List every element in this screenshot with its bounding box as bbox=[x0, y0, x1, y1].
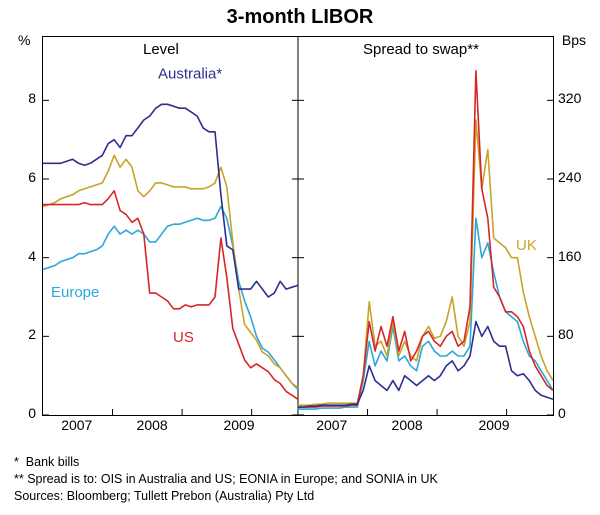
footnotes: * Bank bills ** Spread is to: OIS in Aus… bbox=[14, 454, 438, 505]
x-tick: 2009 bbox=[474, 417, 514, 433]
right-tick: 320 bbox=[558, 90, 581, 106]
left-unit: % bbox=[18, 32, 30, 48]
right-tick: 160 bbox=[558, 248, 581, 264]
right-panel-title: Spread to swap** bbox=[363, 41, 479, 58]
x-tick: 2008 bbox=[132, 417, 172, 433]
x-tick: 2009 bbox=[219, 417, 259, 433]
svg-text:Australia*: Australia* bbox=[158, 66, 222, 83]
chart-title: 3-month LIBOR bbox=[0, 0, 600, 29]
x-tick: 2008 bbox=[387, 417, 427, 433]
plot-area: Level Spread to swap** Australia* Europe U… bbox=[42, 36, 554, 416]
left-tick: 2 bbox=[28, 326, 36, 342]
footnote-2: ** Spread is to: OIS in Australia and US… bbox=[14, 471, 438, 488]
right-tick: 0 bbox=[558, 405, 566, 421]
x-tick: 2007 bbox=[57, 417, 97, 433]
left-tick: 6 bbox=[28, 169, 36, 185]
right-tick: 80 bbox=[558, 326, 574, 342]
sources: Sources: Bloomberg; Tullett Prebon (Aust… bbox=[14, 488, 438, 505]
left-tick: 4 bbox=[28, 248, 36, 264]
left-panel-title: Level bbox=[143, 41, 179, 58]
right-unit: Bps bbox=[562, 32, 586, 48]
chart-svg: Australia* Europe US UK bbox=[43, 37, 553, 415]
svg-text:Europe: Europe bbox=[51, 284, 99, 301]
chart-container: 3-month LIBOR % Bps Level Spread to swap… bbox=[0, 0, 600, 515]
right-tick: 240 bbox=[558, 169, 581, 185]
svg-text:US: US bbox=[173, 329, 194, 346]
x-tick: 2007 bbox=[312, 417, 352, 433]
left-tick: 8 bbox=[28, 90, 36, 106]
left-tick: 0 bbox=[28, 405, 36, 421]
svg-text:UK: UK bbox=[516, 237, 537, 254]
footnote-1: * Bank bills bbox=[14, 454, 438, 471]
